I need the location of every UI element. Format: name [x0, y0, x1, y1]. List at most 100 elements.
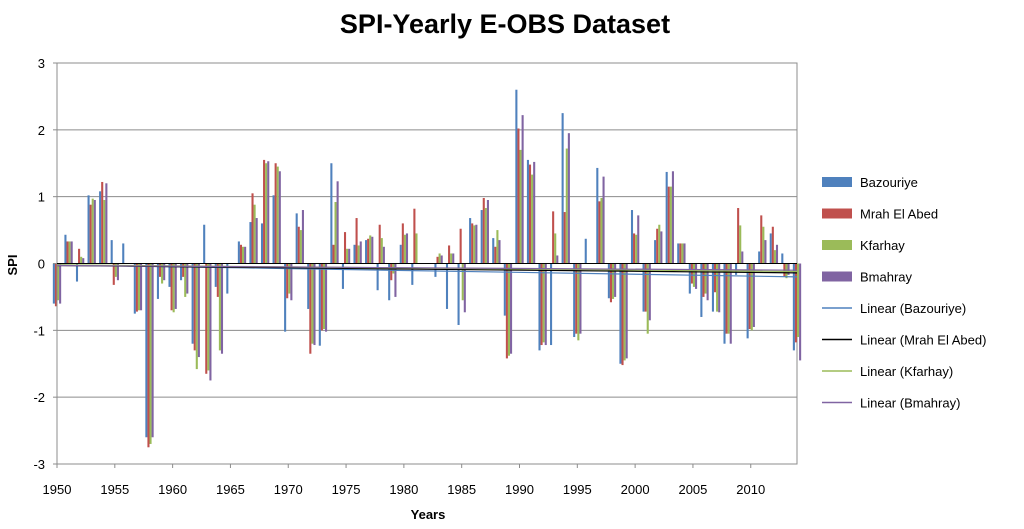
bar-bazouriye-2007 [711, 263, 714, 312]
bar-kfarhay-1981 [415, 233, 418, 264]
bar-mrah-el-abed-1954 [101, 181, 104, 264]
bar-kfarhay-1999 [623, 263, 626, 361]
bar-bazouriye-2008 [723, 263, 726, 344]
bar-bmahray-2000 [637, 215, 640, 264]
bar-mrah-el-abed-1959 [158, 263, 162, 277]
bar-bmahray-1977 [371, 236, 374, 264]
x-tick-label: 1990 [505, 482, 534, 497]
bar-bazouriye-1987 [480, 210, 483, 264]
bar-mrah-el-abed-2003 [667, 186, 670, 264]
bar-bazouriye-1954 [99, 191, 102, 264]
bar-bmahray-2002 [660, 231, 663, 264]
bar-bazouriye-1970 [284, 263, 287, 332]
bar-mrah-el-abed-1971 [297, 226, 300, 264]
bar-bmahray-1973 [325, 263, 328, 332]
x-tick-label: 1955 [100, 482, 129, 497]
bar-bmahray-1968 [267, 161, 270, 264]
bar-bazouriye-2013 [781, 253, 784, 264]
bar-bazouriye-1976 [353, 244, 356, 264]
bar-bmahray-2011 [764, 240, 767, 264]
bar-kfarhay-1987 [484, 208, 487, 264]
bar-kfarhay-2010 [750, 263, 753, 331]
bar-bazouriye-2009 [735, 263, 738, 275]
bar-mrah-el-abed-1986 [471, 223, 474, 264]
bar-kfarhay-1986 [473, 225, 476, 264]
bar-bazouriye-1991 [526, 159, 529, 264]
bar-bmahray-1960 [174, 263, 177, 309]
bar-bmahray-1997 [602, 176, 605, 264]
bar-bazouriye-1957 [133, 263, 136, 314]
bar-bazouriye-1996 [584, 238, 587, 264]
bar-bmahray-2003 [671, 171, 674, 264]
bar-mrah-el-abed-1973 [320, 263, 323, 331]
bar-bmahray-1953 [93, 200, 96, 264]
bar-mrah-el-abed-1960 [170, 263, 173, 311]
bar-mrah-el-abed-1999 [621, 263, 624, 366]
bar-kfarhay-2001 [646, 263, 649, 334]
bar-mrah-el-abed-2012 [771, 226, 774, 264]
bar-kfarhay-1953 [91, 198, 94, 264]
bar-mrah-el-abed-2005 [690, 263, 693, 284]
bar-bmahray-1954 [105, 183, 108, 264]
x-tick-label: 1985 [447, 482, 476, 497]
bar-kfarhay-2006 [704, 263, 707, 294]
bar-mrah-el-abed-1984 [448, 245, 451, 264]
bar-kfarhay-1952 [80, 256, 83, 264]
bar-mrah-el-abed-2004 [679, 243, 682, 264]
bar-bazouriye-1969 [272, 195, 275, 264]
bar-bmahray-2008 [729, 263, 732, 344]
bar-kfarhay-1984 [450, 253, 453, 264]
legend-swatch [822, 177, 852, 187]
bar-kfarhay-1972 [311, 263, 314, 344]
bar-bazouriye-1984 [445, 263, 449, 309]
bar-bazouriye-1951 [64, 234, 67, 264]
bar-bmahray-1980 [405, 233, 409, 264]
y-axis-title: SPI [5, 255, 20, 276]
bar-kfarhay-1962 [195, 263, 198, 370]
bar-kfarhay-1955 [114, 263, 117, 277]
bar-mrah-el-abed-1967 [251, 193, 254, 264]
bar-bmahray-1969 [278, 171, 281, 264]
bar-mrah-el-abed-2002 [656, 228, 659, 264]
bar-bazouriye-1992 [538, 263, 541, 351]
bar-bmahray-1966 [244, 246, 247, 264]
bar-bazouriye-1973 [318, 263, 321, 346]
bar-bmahray-1970 [290, 263, 293, 301]
bar-kfarhay-1973 [322, 263, 326, 329]
bar-mrah-el-abed-1969 [274, 163, 277, 264]
bar-bmahray-1961 [186, 263, 189, 294]
bar-mrah-el-abed-2001 [644, 263, 647, 312]
bar-bmahray-1986 [475, 224, 478, 264]
bar-bmahray-1971 [301, 210, 304, 264]
legend-swatch [822, 208, 852, 219]
bar-kfarhay-1985 [461, 263, 464, 301]
y-tick-label: 3 [38, 56, 45, 71]
bar-bmahray-1952 [82, 258, 85, 264]
trendline [56, 264, 798, 271]
x-tick-label: 1975 [332, 482, 361, 497]
bar-bazouriye-2003 [665, 171, 668, 264]
bar-kfarhay-2009 [739, 225, 742, 264]
bar-mrah-el-abed-1997 [598, 201, 601, 264]
bar-bmahray-1994 [567, 133, 570, 264]
legend-label: Bazouriye [860, 175, 918, 190]
x-tick-label: 1965 [216, 482, 245, 497]
y-tick-label: 1 [38, 190, 45, 205]
bar-bazouriye-1981 [411, 263, 414, 285]
bar-bmahray-1989 [510, 263, 513, 354]
bar-bazouriye-1964 [214, 263, 217, 287]
bar-mrah-el-abed-1972 [309, 263, 312, 354]
bar-mrah-el-abed-1950 [54, 263, 57, 307]
bar-bazouriye-2002 [654, 240, 657, 264]
bar-kfarhay-1988 [496, 230, 499, 264]
bar-mrah-el-abed-1990 [517, 128, 520, 264]
bar-kfarhay-1961 [184, 263, 187, 297]
bar-bazouriye-2012 [769, 233, 772, 264]
bar-kfarhay-1974 [334, 202, 337, 264]
bar-bazouriye-1953 [87, 195, 90, 264]
bar-bmahray-1988 [498, 240, 501, 264]
bar-bazouriye-1995 [573, 263, 576, 338]
bars [52, 89, 802, 448]
bar-bazouriye-1993 [550, 263, 553, 346]
